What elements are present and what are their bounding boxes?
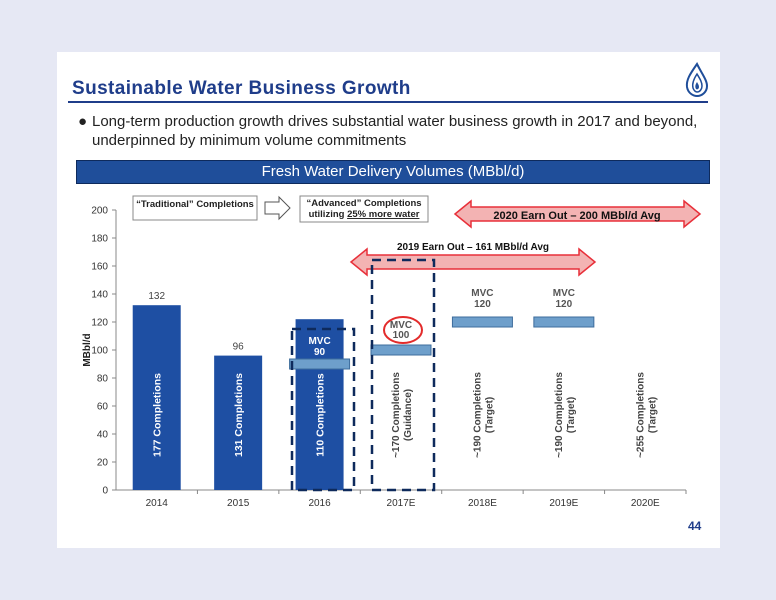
bullet-text: Long-term production growth drives subst… [92,113,698,149]
completions-subtext: (Target) [647,397,658,433]
traditional-completions-label: “Traditional” Completions [136,199,254,210]
earnout-2020-label: 2020 Earn Out – 200 MBbl/d Avg [493,210,660,222]
completions-label-2016: 110 Completions [315,373,327,457]
completions-label-2017E: ~170 Completions (Guidance) [391,372,414,458]
x-tick-label: 2020E [631,498,660,509]
mvc-value-2018E: 120 [474,299,491,310]
earnout-2019-label: 2019 Earn Out – 161 MBbl/d Avg [397,242,549,253]
y-tick-label: 0 [102,486,108,497]
y-tick-label: 40 [97,430,109,441]
bar-2016 [295,319,344,490]
mvc-label-2017E: MVC [390,320,412,331]
x-tick-label: 2017E [387,498,416,509]
bar-2014 [132,305,181,490]
x-tick-label: 2014 [146,498,169,509]
x-tick-label: 2018E [468,498,497,509]
y-tick-label: 120 [91,318,108,329]
advanced-completions-sublabel: utilizing 25% more water [309,209,420,220]
bullet-point: ● Long-term production growth drives sub… [78,112,698,150]
flame-logo-icon [685,62,709,98]
mvc-label-2018E: MVC [471,288,493,299]
value-label-2015: 96 [233,342,245,353]
completions-subtext: (Target) [566,397,577,433]
completions-text: 131 Completions [233,373,245,457]
completions-label-2018E: ~190 Completions (Target) [472,372,495,458]
completions-label-2015: 131 Completions [233,373,245,457]
earnout-2020-arrow [453,199,702,229]
x-tick-label: 2016 [308,498,331,509]
bar-2015 [214,355,263,490]
chart-annotations: 2020 Earn Out – 200 MBbl/d Avg 2019 Earn… [132,195,702,492]
mvc-marker-2018E [451,316,513,328]
mvc-value-2019E: 120 [556,299,573,310]
completions-label-2020E: ~255 Completions (Target) [635,372,658,458]
chart-axes: 0 20 40 60 80 100 120 140 160 180 200 MBbl/d 2014 201… [82,206,687,509]
mvc-marker-2016 [289,358,351,370]
y-tick-label: 80 [97,374,109,385]
mvc-marker-2019E [533,316,595,328]
chart-bars [132,305,344,490]
y-tick-label: 180 [91,234,108,245]
completions-text: 177 Completions [152,373,164,457]
advanced-completions-label: “Advanced” Completions [306,198,421,209]
mvc-label-2019E: MVC [553,288,575,299]
dashed-highlight-2016 [290,327,356,492]
y-tick-label: 100 [91,346,108,357]
y-tick-label: 160 [91,262,108,273]
mvc-value-2017E: 100 [393,330,410,341]
y-tick-label: 60 [97,402,109,413]
page-number: 44 [688,519,702,533]
traditional-completions-box [132,195,258,221]
mvc-markers [289,316,595,370]
dashed-highlight-2017e [370,258,436,492]
x-tick-label: 2015 [227,498,250,509]
y-tick-label: 200 [91,206,108,217]
right-arrow-icon [264,195,291,221]
completions-label-2019E: ~190 Completions (Target) [554,372,577,458]
x-tick-label: 2019E [549,498,578,509]
title-underline [68,101,708,103]
completions-text: ~255 Completions [635,372,646,458]
completions-subtext: (Guidance) [403,389,414,441]
mvc-value-2016: 90 [314,347,326,358]
mvc-marker-2017E [370,344,432,356]
completions-label-2014: 177 Completions [152,373,164,457]
completions-text: ~170 Completions [391,372,402,458]
y-tick-label: 140 [91,290,108,301]
bullet-dot-icon: ● [78,113,88,130]
mvc-label-2016: MVC [308,336,330,347]
page-title: Sustainable Water Business Growth [72,78,411,99]
y-tick-label: 20 [97,458,109,469]
completions-text: 110 Completions [315,373,327,457]
chart-banner: Fresh Water Delivery Volumes (MBbl/d) [76,160,710,184]
completions-subtext: (Target) [484,397,495,433]
mvc-100-circle [383,316,423,344]
completions-text: ~190 Completions [472,372,483,458]
value-label-2014: 132 [148,291,165,302]
y-axis-label: MBbl/d [82,333,93,366]
completions-text: ~190 Completions [554,372,565,458]
advanced-completions-box [299,195,429,223]
earnout-2019-arrow [349,247,597,277]
